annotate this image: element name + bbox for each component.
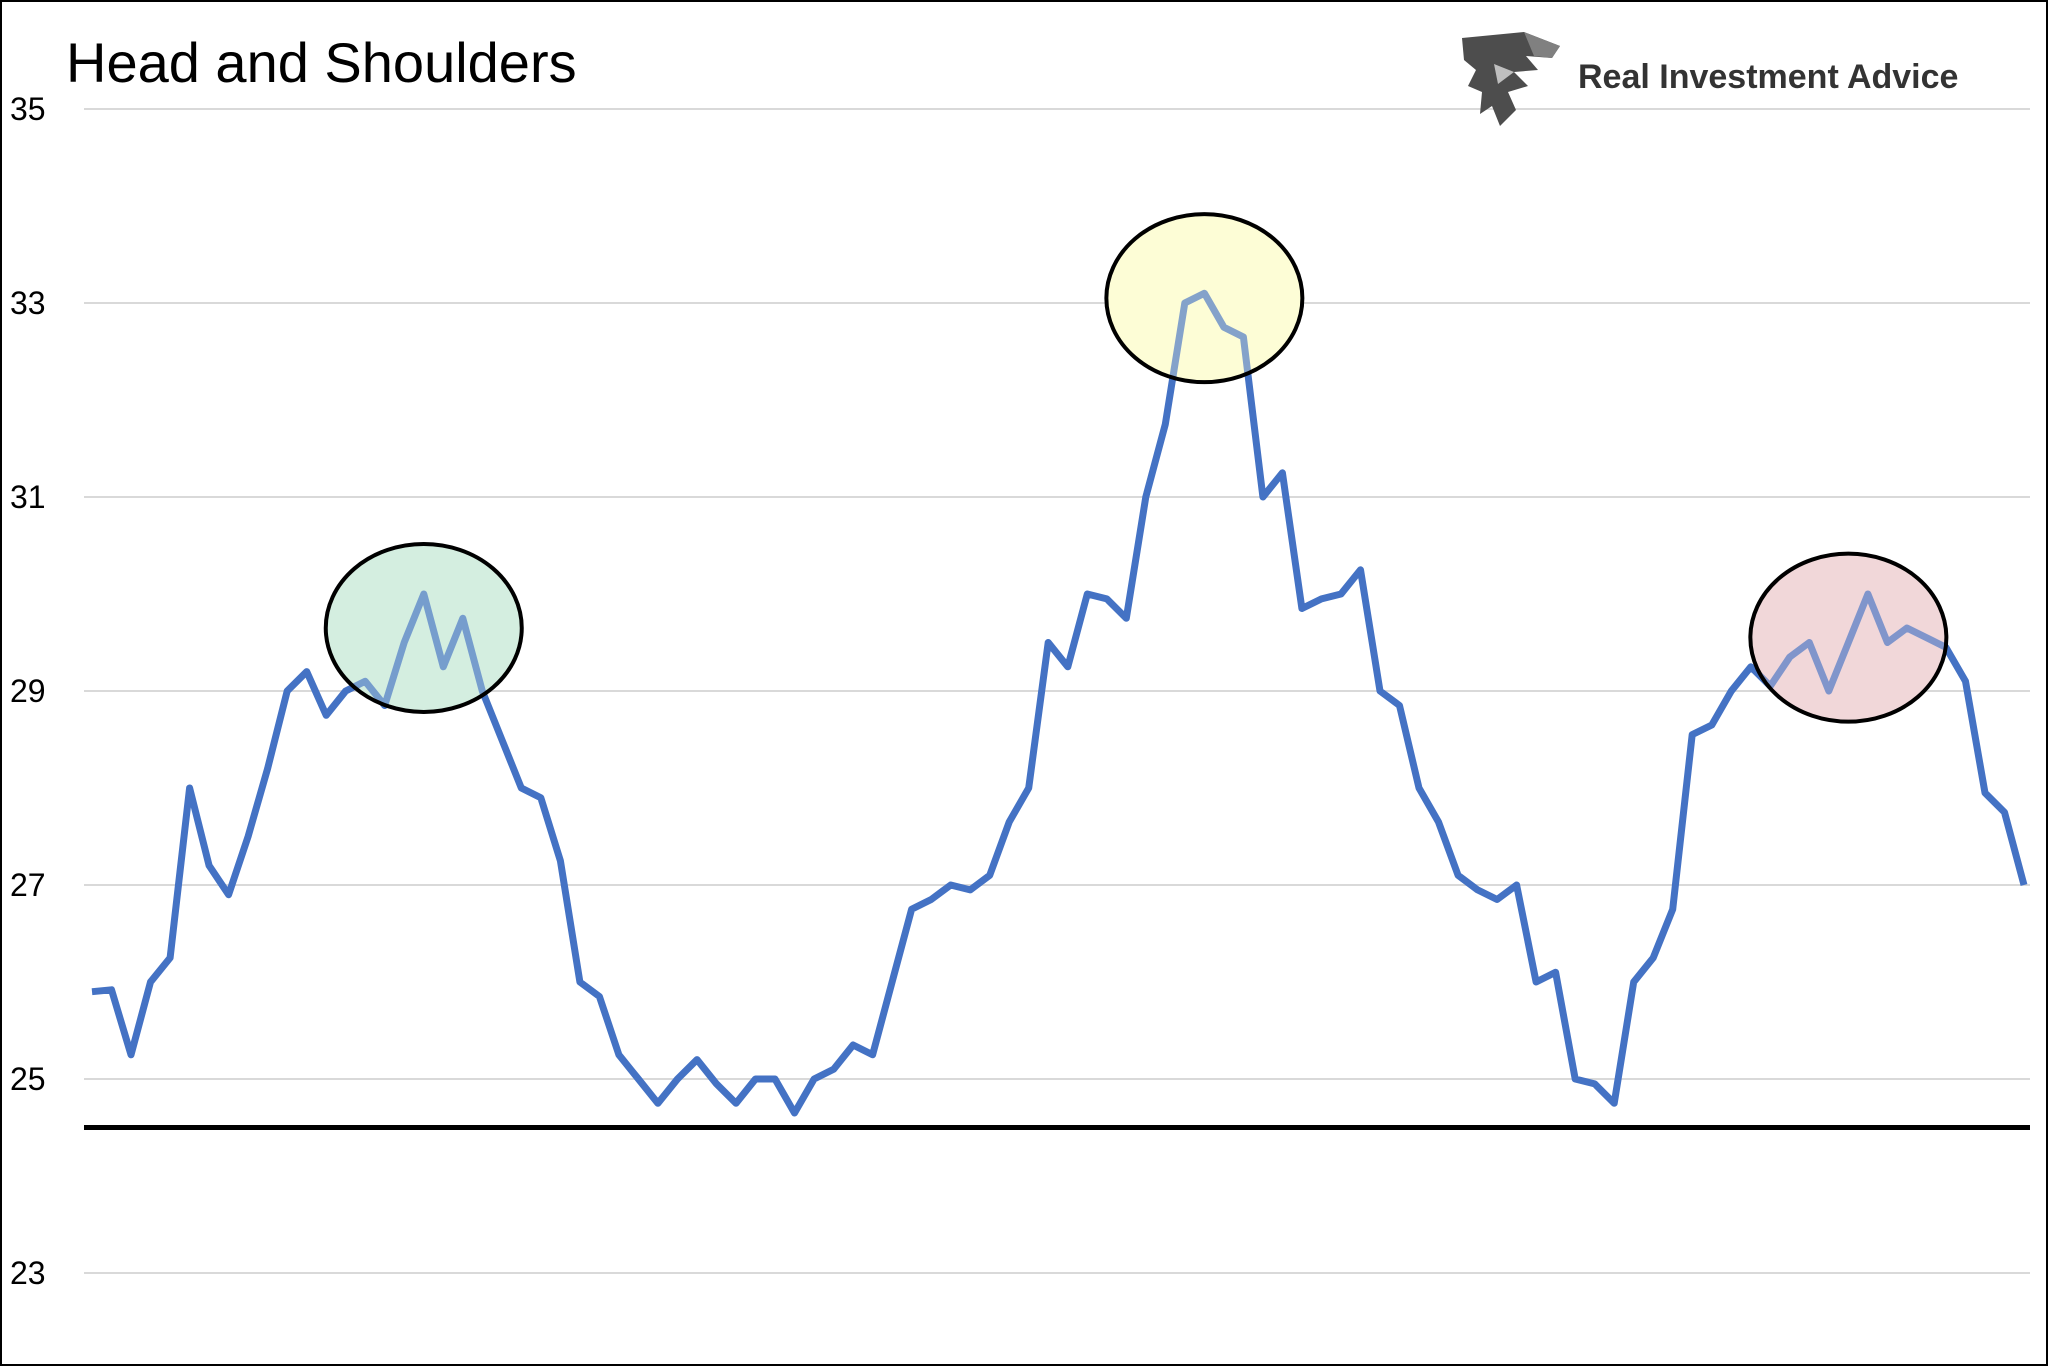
y-tick-label: 27: [10, 867, 46, 903]
y-tick-label: 29: [10, 673, 46, 709]
right-shoulder-outline: [1748, 551, 1949, 724]
left-shoulder-outline: [323, 541, 524, 714]
y-tick-label: 31: [10, 479, 46, 515]
chart-title: Head and Shoulders: [66, 31, 577, 94]
highlight-outlines: [323, 212, 1949, 724]
eagle-head-icon: [1462, 32, 1560, 126]
y-axis-ticks: 23 25 27 29 31 33 35: [10, 91, 46, 1291]
y-tick-label: 35: [10, 91, 46, 127]
series-line: [91, 289, 2028, 1117]
left-shoulder-highlight: [325, 543, 522, 712]
y-tick-label: 33: [10, 285, 46, 321]
brand-logo: Real Investment Advice: [1462, 32, 1958, 126]
y-tick-label: 23: [10, 1255, 46, 1291]
y-tick-label: 25: [10, 1061, 46, 1097]
head-outline: [1104, 212, 1305, 385]
brand-name: Real Investment Advice: [1578, 58, 1958, 96]
price-series: [91, 289, 2028, 1117]
